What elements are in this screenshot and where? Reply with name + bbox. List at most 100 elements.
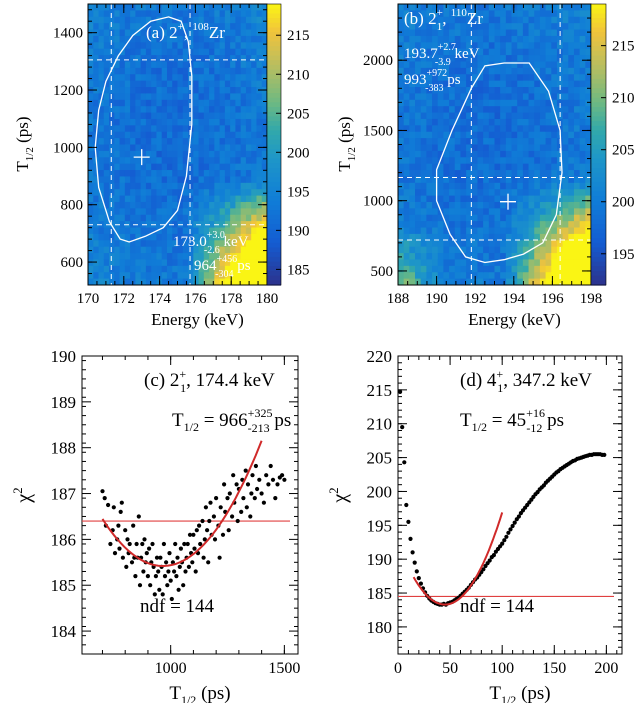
heatmap-cell: [119, 195, 126, 203]
heatmap-cell: [488, 87, 496, 95]
heatmap-cell: [562, 55, 569, 63]
heatmap-cell: [209, 4, 215, 11]
heatmap-cell: [426, 195, 433, 203]
heatmap-cell: [214, 157, 221, 165]
heatmap-cell: [398, 87, 405, 95]
colorbar-cell: [267, 97, 281, 103]
heatmap-cell: [151, 189, 158, 197]
heatmap-cell: [585, 221, 591, 229]
heatmap-cell: [511, 278, 518, 285]
heatmap-cell: [449, 246, 456, 254]
heatmap-cell: [93, 221, 100, 229]
heatmap-cell: [135, 29, 142, 37]
heatmap-cell: [140, 182, 147, 190]
heatmap-cell: [437, 189, 445, 197]
heatmap-cell: [562, 80, 569, 88]
heatmap-cell: [151, 259, 158, 267]
heatmap-cell: [256, 16, 263, 24]
heatmap-cell: [230, 61, 237, 69]
heatmap-cell: [245, 214, 252, 222]
heatmap-cell: [130, 48, 136, 56]
heatmap-cell: [156, 208, 163, 216]
heatmap-cell: [256, 80, 263, 88]
heatmap-cell: [214, 99, 221, 107]
heatmap-cell: [172, 150, 179, 158]
heatmap-cell: [415, 55, 422, 63]
heatmap-cell: [140, 138, 147, 146]
heatmap-cell: [251, 93, 258, 101]
heatmap-cell: [511, 163, 518, 171]
heatmap-cell: [471, 118, 479, 126]
heatmap-cell: [172, 99, 179, 107]
heatmap-cell: [140, 214, 147, 222]
heatmap-cell: [454, 246, 462, 254]
heatmap-cell: [188, 23, 194, 31]
heatmap-cell: [415, 4, 422, 11]
heatmap-cell: [98, 246, 105, 254]
heatmap-cell: [500, 4, 507, 11]
heatmap-cell: [585, 163, 591, 171]
heatmap-cell: [437, 55, 445, 63]
heatmap-cell: [140, 99, 147, 107]
heatmap-cell: [140, 87, 147, 95]
heatmap-cell: [151, 170, 158, 178]
heatmap-cell: [505, 182, 513, 190]
colorbar-cell: [267, 107, 281, 113]
heatmap-cell: [466, 138, 473, 146]
heatmap-cell: [224, 208, 231, 216]
data-point: [227, 491, 232, 496]
heatmap-cell: [251, 74, 258, 82]
heatmap-cell: [251, 150, 258, 158]
heatmap-cell: [460, 42, 467, 50]
heatmap-cell: [161, 48, 168, 56]
half-life-lower-error: -12: [526, 421, 542, 435]
heatmap-cell: [182, 221, 189, 229]
heatmap-cell: [166, 87, 173, 95]
heatmap-cell: [539, 259, 547, 267]
heatmap-cell: [88, 67, 94, 75]
heatmap-cell: [261, 131, 267, 139]
heatmap-cell: [449, 131, 456, 139]
heatmap-cell: [415, 99, 422, 107]
heatmap-cell: [432, 99, 439, 107]
heatmap-cell: [198, 99, 205, 107]
heatmap-cell: [177, 214, 184, 222]
heatmap-cell: [545, 195, 552, 203]
heatmap-cell: [522, 163, 530, 171]
heatmap-cell: [466, 253, 473, 261]
heatmap-cell: [494, 4, 501, 11]
heatmap-cell: [420, 61, 427, 69]
heatmap-cell: [103, 233, 110, 241]
heatmap-cell: [454, 125, 462, 133]
heatmap-cell: [161, 125, 168, 133]
heatmap-cell: [188, 112, 194, 120]
heatmap-cell: [460, 189, 467, 197]
heatmap-cell: [460, 144, 467, 152]
heatmap-cell: [124, 227, 131, 235]
heatmap-cell: [230, 208, 237, 216]
heatmap-cell: [140, 61, 147, 69]
heatmap-cell: [505, 74, 513, 82]
heatmap-cell: [505, 227, 513, 235]
heatmap-cell: [161, 163, 168, 171]
y-axis-label-main: χ: [329, 494, 351, 504]
heatmap-cell: [449, 16, 456, 24]
data-point: [487, 558, 492, 563]
heatmap-cell: [151, 125, 158, 133]
heatmap-cell: [562, 4, 569, 11]
heatmap-cell: [437, 150, 445, 158]
heatmap-cell: [235, 118, 242, 126]
heatmap-cell: [573, 214, 581, 222]
heatmap-cell: [166, 157, 173, 165]
heatmap-cell: [235, 157, 242, 165]
data-point: [250, 473, 255, 478]
colorbar-cell: [267, 177, 281, 183]
heatmap-cell: [573, 67, 581, 75]
heatmap-cell: [551, 99, 558, 107]
heatmap-cell: [562, 170, 569, 178]
heatmap-cell: [471, 93, 479, 101]
x-tick-label: 200: [594, 660, 618, 677]
heatmap-cell: [466, 106, 473, 114]
heatmap-cell: [203, 265, 210, 273]
